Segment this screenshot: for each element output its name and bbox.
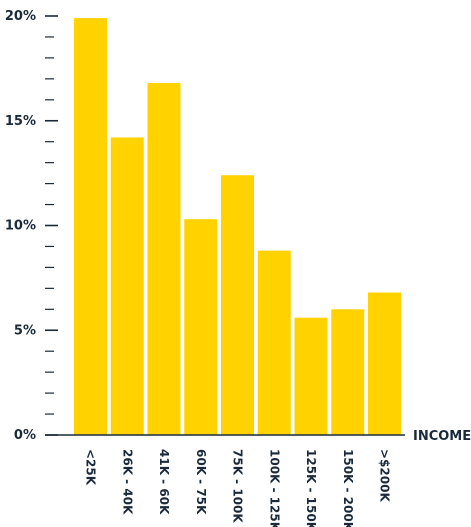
bar xyxy=(221,175,254,435)
bar xyxy=(110,137,144,435)
y-tick-label: 20% xyxy=(5,9,36,24)
bars xyxy=(74,18,401,435)
bar xyxy=(74,18,107,435)
bar xyxy=(257,250,291,435)
x-tick-label: 26K - 40K xyxy=(120,449,134,515)
bar xyxy=(184,219,218,435)
y-tick-label: 10% xyxy=(5,219,36,234)
x-tick-label: 150K - 200K xyxy=(341,449,355,527)
y-tick-label: 15% xyxy=(5,114,36,129)
x-tick-label: 60K - 75K xyxy=(194,449,208,515)
x-tick-labels: <25K 26K - 40K 41K - 60K 60K - 75K 75K - 100… xyxy=(84,449,392,527)
x-axis: INCOME xyxy=(45,429,471,444)
x-tick-label: 41K - 60K xyxy=(157,449,171,515)
y-tick-label: 5% xyxy=(14,323,36,338)
x-tick-label: <25K xyxy=(84,449,98,486)
bar xyxy=(331,309,365,435)
y-axis: 0% 5% 10% 15% 20% xyxy=(5,9,58,443)
x-tick-label: 75K - 100K xyxy=(231,449,245,523)
bar xyxy=(294,317,328,435)
x-tick-label: 125K - 150K xyxy=(304,449,318,527)
x-tick-label: >$200K xyxy=(378,449,392,502)
x-tick-label: 100K - 125K xyxy=(267,449,281,527)
y-tick-label: 0% xyxy=(14,428,36,443)
x-axis-label: INCOME xyxy=(413,429,471,444)
bar xyxy=(368,292,401,435)
bar xyxy=(147,83,181,435)
